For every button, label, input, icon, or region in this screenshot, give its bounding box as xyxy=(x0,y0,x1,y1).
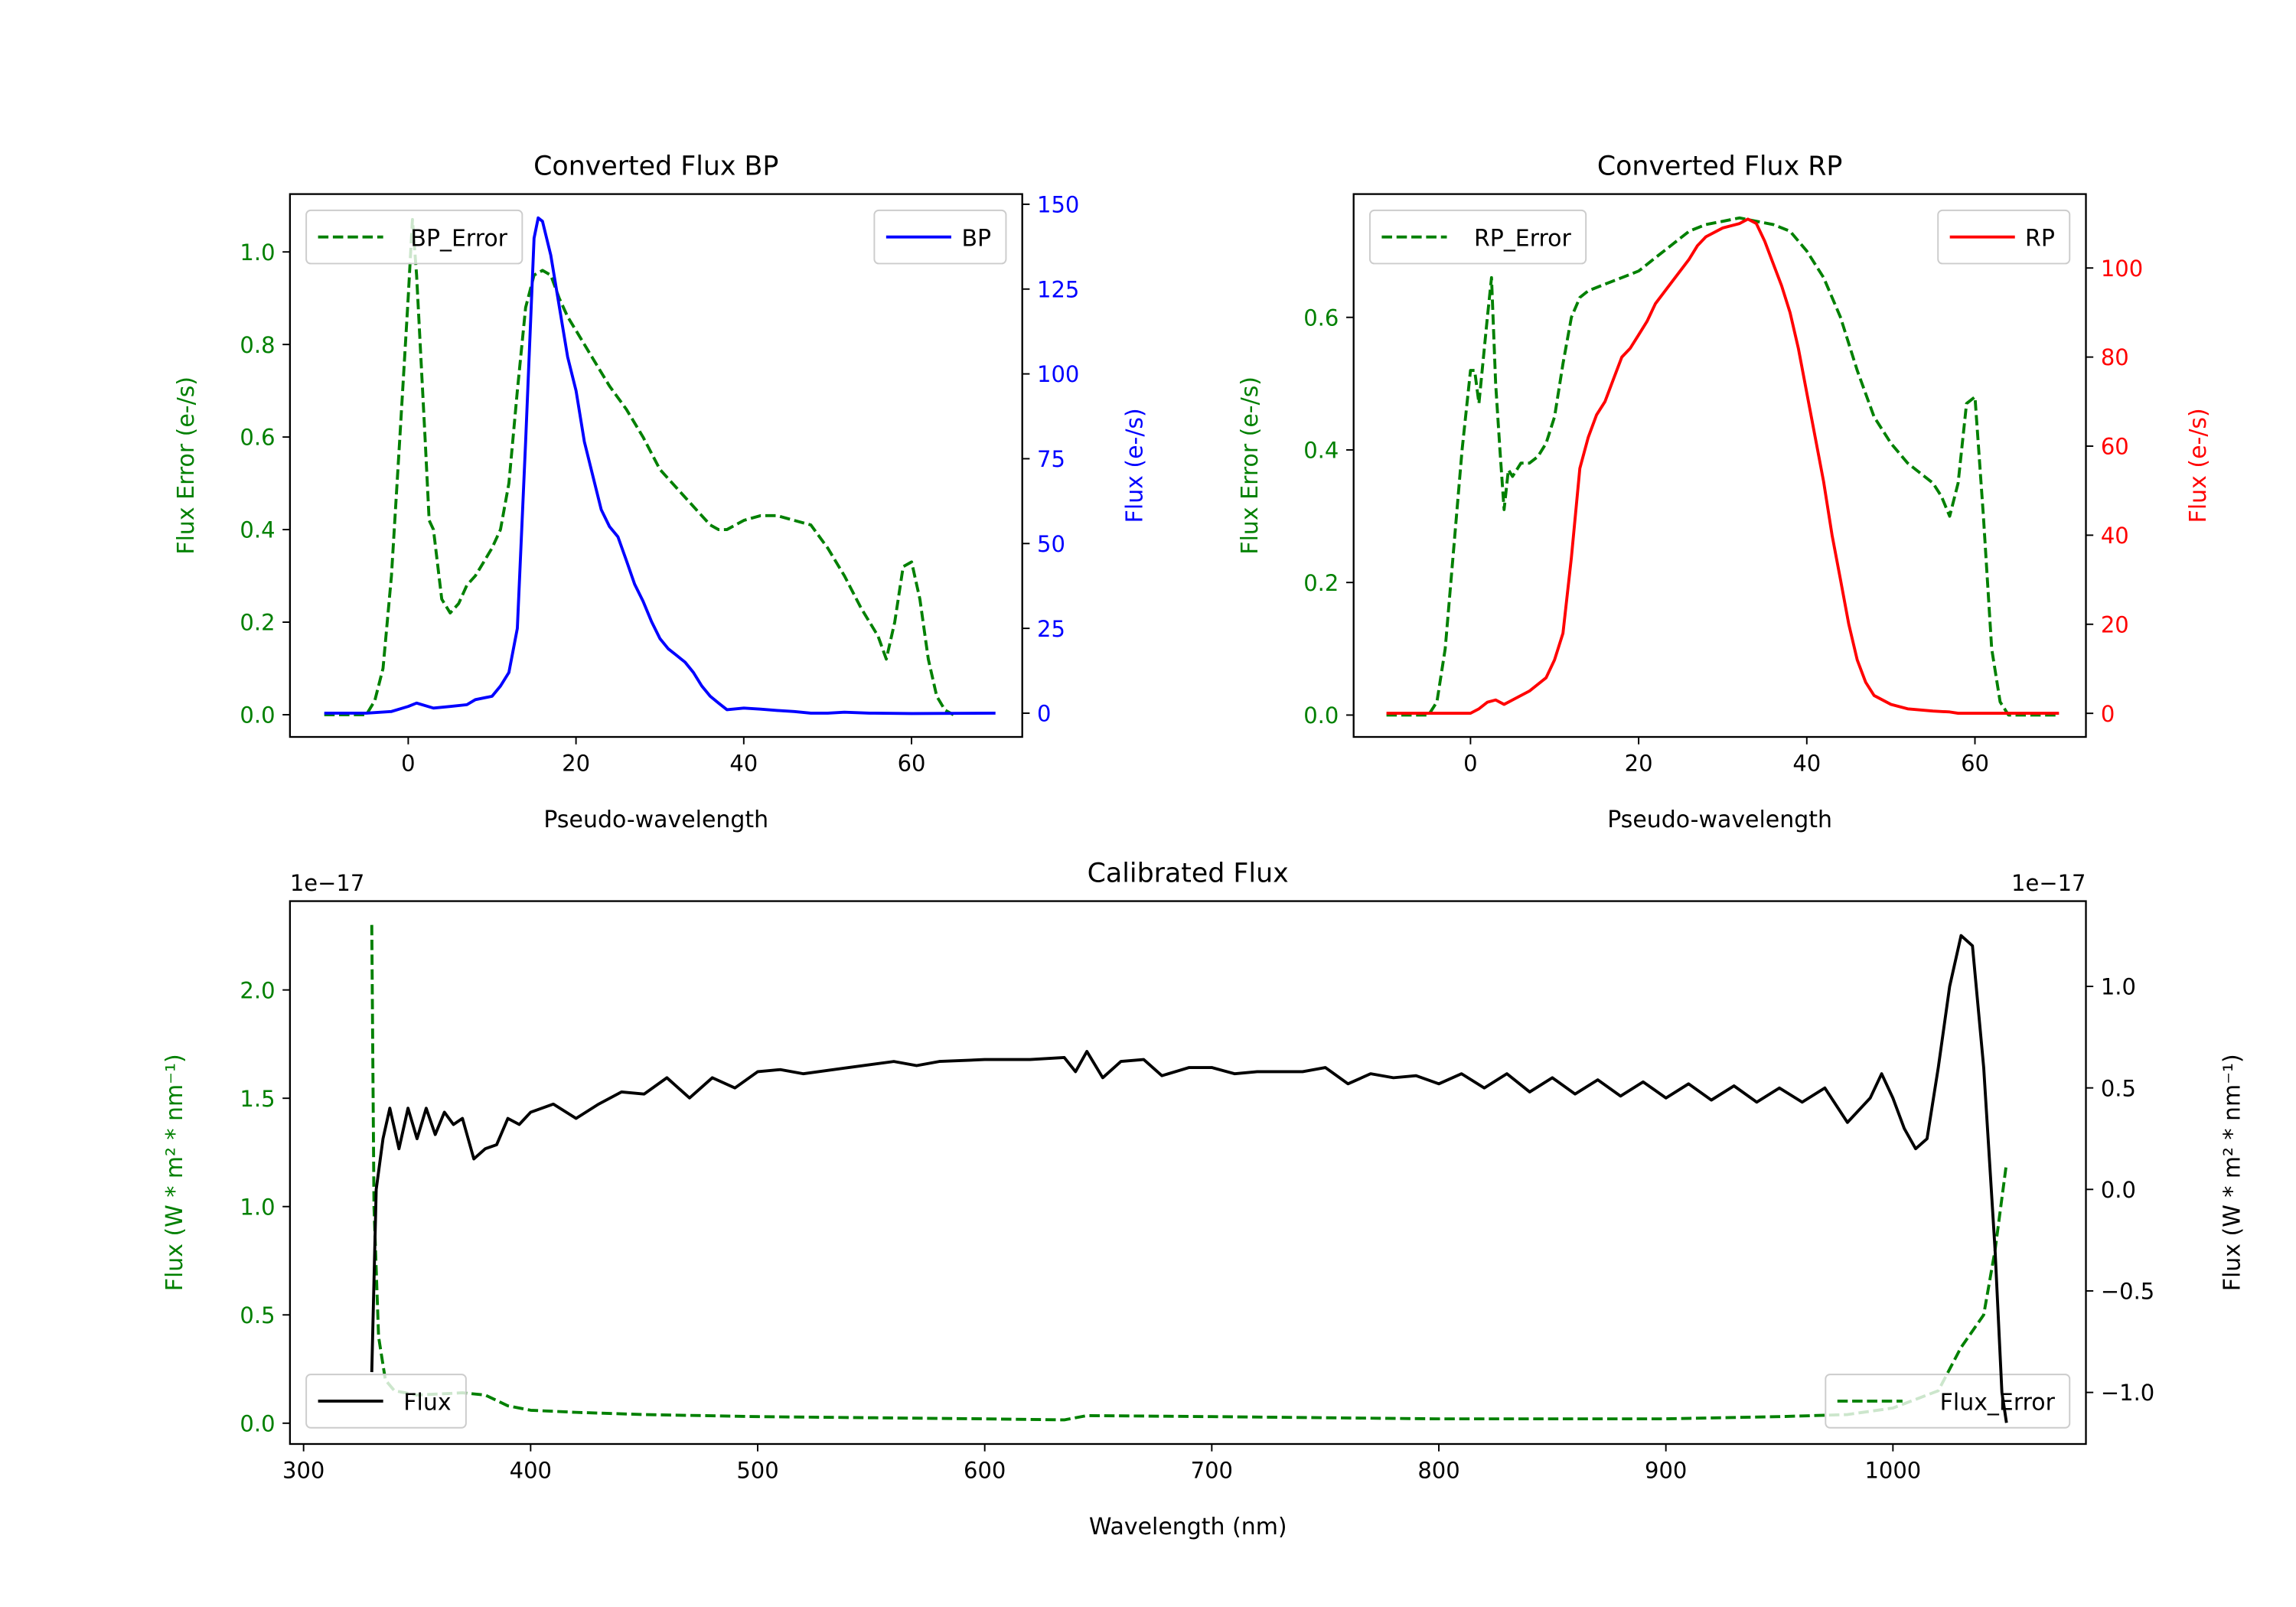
x-tick-label: 40 xyxy=(729,750,758,776)
y-right-tick-label: 25 xyxy=(1037,616,1065,642)
legend-frame xyxy=(1825,1374,2071,1429)
chart-title: Converted Flux BP xyxy=(533,151,778,181)
y-right-tick-label: −0.5 xyxy=(2101,1279,2154,1305)
chart-panel-1: Converted Flux RP 0 20 40 60 Pseudo-wavelengt… xyxy=(1237,151,2212,833)
axes-frame xyxy=(289,900,2087,1446)
x-tick-label: 900 xyxy=(1645,1457,1687,1483)
series-line-bp xyxy=(324,216,996,715)
legend-frame xyxy=(1368,209,1587,265)
y-left-tick-label: 0.2 xyxy=(240,610,275,636)
y-right-tick-label: 0 xyxy=(1037,701,1051,727)
plot-area xyxy=(289,194,1022,738)
y-left-tick-label: 0.0 xyxy=(240,1410,275,1436)
y-left-tick-label: 0.4 xyxy=(240,517,275,543)
y-right-axis-label: Flux (e-/s) xyxy=(2185,408,2212,523)
axes-frame xyxy=(289,193,1023,738)
y-left-tick-label: 2.0 xyxy=(240,977,275,1003)
x-axis-label: Pseudo-wavelength xyxy=(1607,807,1832,833)
legend-label: Flux_Error xyxy=(1940,1390,2056,1416)
y-right-tick-label: 50 xyxy=(1037,531,1065,557)
y-right-axis-label: Flux (W * m² * nm⁻¹) xyxy=(2219,1054,2246,1291)
y-left-tick-label: 0.2 xyxy=(1303,570,1339,596)
x-tick-label: 700 xyxy=(1191,1457,1233,1483)
chart-title: Converted Flux RP xyxy=(1597,151,1843,181)
x-tick-label: 500 xyxy=(736,1457,778,1483)
y-right-tick-label: 125 xyxy=(1037,276,1079,302)
legend-rp-error: RP_Error xyxy=(1368,209,1587,265)
series-line-bp-error xyxy=(324,217,954,716)
legend-label: Flux xyxy=(403,1390,451,1416)
y-right-tick-label: 0 xyxy=(2101,701,2115,727)
y-right-tick-label: −1.0 xyxy=(2101,1380,2154,1406)
legend-frame xyxy=(305,209,523,265)
y-right-tick-label: 20 xyxy=(2101,611,2129,637)
y-left-tick-label: 1.5 xyxy=(240,1086,275,1112)
x-tick-label: 0 xyxy=(1463,750,1477,776)
y-left-axis-label: Flux (W * m² * nm⁻¹) xyxy=(161,1054,188,1291)
y-left-tick-label: 0.4 xyxy=(1303,438,1339,464)
legend-label: RP xyxy=(2025,225,2055,252)
plot-area xyxy=(289,901,2086,1444)
x-tick-label: 800 xyxy=(1417,1457,1459,1483)
x-tick-label: 60 xyxy=(1961,750,1989,776)
x-tick-label: 20 xyxy=(562,750,590,776)
y-left-axis-label: Flux Error (e-/s) xyxy=(1237,376,1264,555)
chart-title: Calibrated Flux xyxy=(1088,858,1289,888)
y-right-axis-label: Flux (e-/s) xyxy=(1121,408,1148,523)
y-left-tick-label: 0.0 xyxy=(1303,702,1339,729)
axes-frame xyxy=(1352,193,2087,738)
legend-flux: Flux xyxy=(305,1374,467,1429)
legend-bp-error: BP_Error xyxy=(305,209,523,265)
series-line-flux xyxy=(370,934,2008,1423)
y-right-tick-label: 0.5 xyxy=(2101,1075,2136,1101)
x-axis-label: Wavelength (nm) xyxy=(1089,1514,1287,1540)
legend-frame xyxy=(305,1374,467,1429)
legend-label: BP xyxy=(961,225,991,252)
y-left-tick-label: 1.0 xyxy=(240,1194,275,1220)
legend-label: BP_Error xyxy=(410,225,507,252)
y-right-tick-label: 75 xyxy=(1037,446,1065,472)
y-left-axis-label: Flux Error (e-/s) xyxy=(173,376,200,555)
legend-bp: BP xyxy=(873,209,1007,265)
y-right-tick-label: 0.0 xyxy=(2101,1177,2136,1203)
x-tick-label: 0 xyxy=(401,750,415,776)
series-line-rp-error xyxy=(1386,216,2060,717)
y-left-tick-label: 0.6 xyxy=(240,425,275,451)
legend-flux-error: Flux_Error xyxy=(1825,1374,2071,1429)
x-tick-label: 60 xyxy=(898,750,926,776)
y-left-tick-label: 1.0 xyxy=(240,240,275,266)
y-right-tick-label: 80 xyxy=(2101,344,2129,370)
x-axis-label: Pseudo-wavelength xyxy=(543,807,768,833)
y-left-offset-label: 1e−17 xyxy=(290,870,364,896)
x-tick-label: 600 xyxy=(964,1457,1006,1483)
y-right-offset-label: 1e−17 xyxy=(2011,870,2086,896)
y-right-tick-label: 100 xyxy=(2101,256,2143,282)
y-right-tick-label: 150 xyxy=(1037,192,1079,218)
x-tick-label: 400 xyxy=(510,1457,552,1483)
y-right-tick-label: 100 xyxy=(1037,361,1079,387)
y-left-tick-label: 0.0 xyxy=(240,702,275,729)
x-tick-label: 20 xyxy=(1625,750,1653,776)
y-left-tick-label: 0.8 xyxy=(240,332,275,358)
y-right-tick-label: 1.0 xyxy=(2101,974,2136,1000)
legend-label: RP_Error xyxy=(1474,225,1572,252)
y-right-tick-label: 40 xyxy=(2101,523,2129,549)
series-line-rp xyxy=(1386,217,2060,715)
x-tick-label: 40 xyxy=(1792,750,1821,776)
y-left-tick-label: 0.5 xyxy=(240,1302,275,1328)
plot-area xyxy=(1353,194,2086,738)
chart-panel-2: Calibrated Flux 300 400 500 600 700 800 900 1000… xyxy=(161,858,2246,1540)
legend-rp: RP xyxy=(1937,209,2071,265)
y-right-tick-label: 60 xyxy=(2101,434,2129,460)
y-left-tick-label: 0.6 xyxy=(1303,305,1339,331)
x-tick-label: 300 xyxy=(282,1457,325,1483)
x-tick-label: 1000 xyxy=(1864,1457,1921,1483)
chart-panel-0: Converted Flux BP 0 20 40 60 Pseudo-wavelengt… xyxy=(173,151,1148,833)
